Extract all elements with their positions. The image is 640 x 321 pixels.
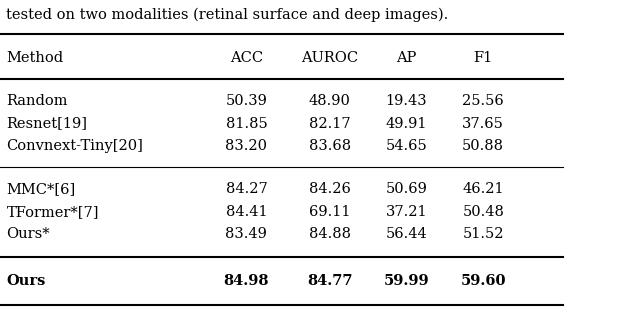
Text: 48.90: 48.90 — [308, 94, 351, 108]
Text: 19.43: 19.43 — [385, 94, 428, 108]
Text: 37.21: 37.21 — [385, 205, 428, 219]
Text: 56.44: 56.44 — [385, 227, 428, 241]
Text: 50.48: 50.48 — [462, 205, 504, 219]
Text: 59.60: 59.60 — [460, 274, 506, 288]
Text: 54.65: 54.65 — [385, 139, 428, 153]
Text: 51.52: 51.52 — [463, 227, 504, 241]
Text: Resnet[19]: Resnet[19] — [6, 117, 88, 131]
Text: 69.11: 69.11 — [309, 205, 350, 219]
Text: 84.27: 84.27 — [225, 182, 268, 196]
Text: 83.20: 83.20 — [225, 139, 268, 153]
Text: 82.17: 82.17 — [308, 117, 351, 131]
Text: tested on two modalities (retinal surface and deep images).: tested on two modalities (retinal surfac… — [6, 7, 449, 22]
Text: 81.85: 81.85 — [225, 117, 268, 131]
Text: 50.39: 50.39 — [225, 94, 268, 108]
Text: 25.56: 25.56 — [462, 94, 504, 108]
Text: Random: Random — [6, 94, 68, 108]
Text: Ours: Ours — [6, 274, 46, 288]
Text: AP: AP — [396, 51, 417, 65]
Text: 84.88: 84.88 — [308, 227, 351, 241]
Text: Ours*: Ours* — [6, 227, 50, 241]
Text: 46.21: 46.21 — [462, 182, 504, 196]
Text: Convnext-Tiny[20]: Convnext-Tiny[20] — [6, 139, 143, 153]
Text: 84.41: 84.41 — [225, 205, 268, 219]
Text: 50.88: 50.88 — [462, 139, 504, 153]
Text: Method: Method — [6, 51, 63, 65]
Text: 84.26: 84.26 — [308, 182, 351, 196]
Text: 84.98: 84.98 — [223, 274, 269, 288]
Text: 59.99: 59.99 — [383, 274, 429, 288]
Text: 50.69: 50.69 — [385, 182, 428, 196]
Text: MMC*[6]: MMC*[6] — [6, 182, 76, 196]
Text: 49.91: 49.91 — [386, 117, 427, 131]
Text: 37.65: 37.65 — [462, 117, 504, 131]
Text: AUROC: AUROC — [301, 51, 358, 65]
Text: TFormer*[7]: TFormer*[7] — [6, 205, 99, 219]
Text: 83.49: 83.49 — [225, 227, 268, 241]
Text: ACC: ACC — [230, 51, 263, 65]
Text: 84.77: 84.77 — [307, 274, 353, 288]
Text: F1: F1 — [474, 51, 493, 65]
Text: 83.68: 83.68 — [308, 139, 351, 153]
